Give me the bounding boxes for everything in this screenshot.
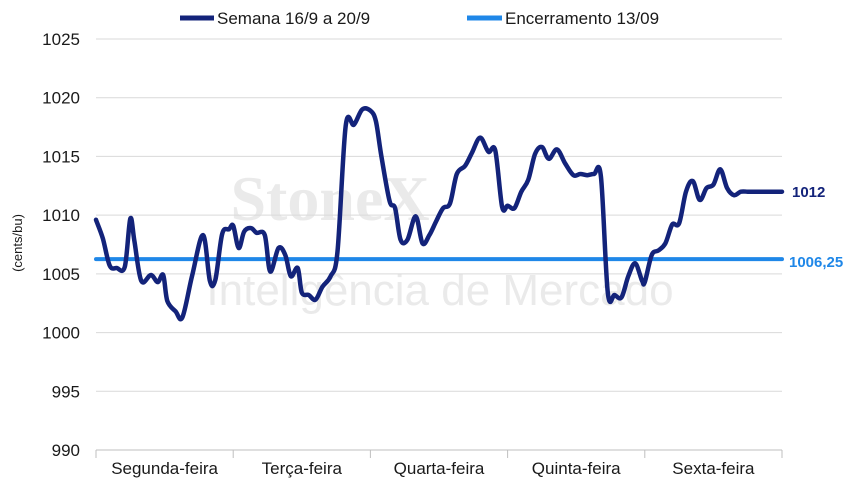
y-tick-label: 1010 [42, 206, 80, 225]
legend-label-series-2: Encerramento 13/09 [505, 9, 659, 28]
y-tick-label: 995 [52, 382, 80, 401]
y-tick-label: 1015 [42, 147, 80, 166]
legend: Semana 16/9 a 20/9 Encerramento 13/09 [180, 9, 659, 28]
x-category-label: Quarta-feira [394, 459, 485, 478]
watermark-subtitle: Inteligência de Mercado [206, 266, 673, 315]
legend-label-series-1: Semana 16/9 a 20/9 [217, 9, 370, 28]
end-label-series-1: 1012 [792, 184, 825, 201]
y-tick-label: 1000 [42, 324, 80, 343]
plot-area [93, 106, 785, 322]
x-axis: Segunda-feira Terça-feira Quarta-feira Quin… [95, 449, 783, 478]
y-tick-label: 1020 [42, 89, 80, 108]
x-category-label: Segunda-feira [111, 459, 218, 478]
y-tick-label: 990 [52, 441, 80, 460]
series-line-semana [93, 106, 785, 322]
y-axis-title: (cents/bu) [10, 214, 25, 272]
y-tick-label: 1005 [42, 265, 80, 284]
x-category-label: Quinta-feira [532, 459, 621, 478]
x-category-label: Sexta-feira [672, 459, 755, 478]
y-tick-label: 1025 [42, 30, 80, 49]
end-label-series-2: 1006,25 [789, 254, 843, 271]
y-axis: 990 995 1000 1005 1010 1015 1020 1025 [42, 30, 80, 460]
x-category-label: Terça-feira [262, 459, 343, 478]
